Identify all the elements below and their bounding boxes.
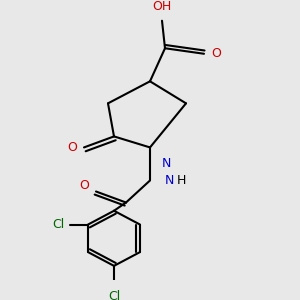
Text: O: O	[79, 179, 89, 193]
Text: Cl: Cl	[52, 218, 64, 231]
Text: N: N	[162, 158, 171, 170]
Text: H: H	[177, 174, 186, 187]
Text: O: O	[67, 141, 77, 154]
Text: N: N	[165, 174, 174, 187]
Text: Cl: Cl	[108, 290, 120, 300]
Text: O: O	[211, 47, 221, 60]
Text: OH: OH	[152, 0, 172, 14]
